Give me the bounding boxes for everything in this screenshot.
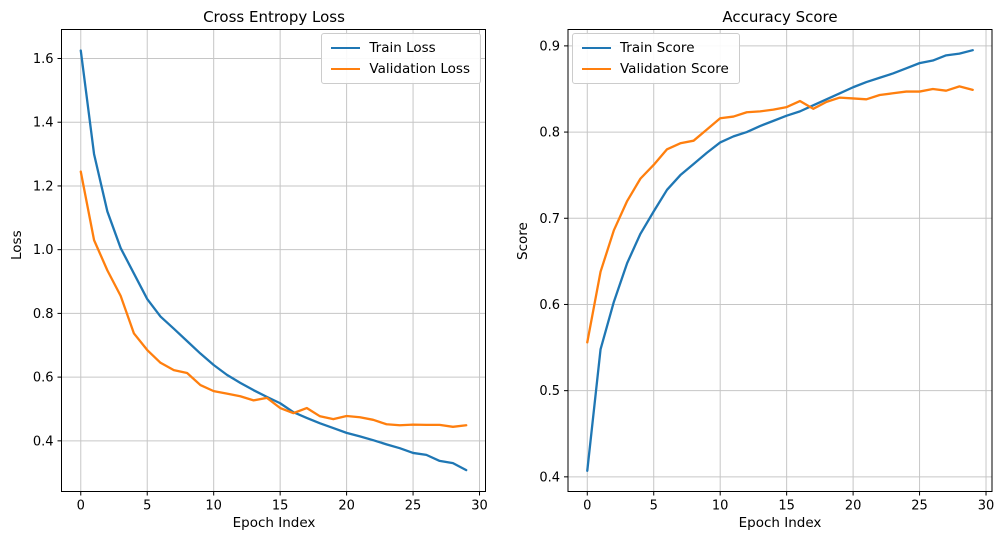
x-tick-label: 15 (272, 499, 289, 514)
x-tick-label: 25 (911, 499, 928, 514)
x-tick-label: 0 (77, 499, 85, 514)
loss-plot-title: Cross Entropy Loss (203, 8, 345, 26)
y-tick-label: 0.8 (539, 126, 560, 141)
legend-item-validation-score: Validation Score (582, 61, 729, 77)
train-score-line-swatch (582, 47, 611, 49)
train-score-line (586, 49, 974, 472)
x-tick-label: 0 (583, 499, 591, 514)
x-tick-label: 30 (978, 499, 995, 514)
legend-label: Train Score (620, 40, 695, 56)
train-loss-line-swatch (331, 47, 361, 49)
y-tick-label: 0.4 (33, 434, 54, 449)
train-loss-line (79, 49, 468, 472)
legend-label: Validation Loss (369, 61, 470, 77)
x-tick-label: 10 (712, 499, 729, 514)
y-tick-label: 1.4 (33, 116, 54, 131)
axes-spines (567, 29, 993, 492)
y-tick-label: 0.6 (539, 298, 560, 313)
x-tick-label: 5 (650, 499, 658, 514)
x-tick-label: 5 (143, 499, 151, 514)
y-tick-label: 1.2 (33, 179, 54, 194)
y-tick-label: 0.4 (539, 470, 560, 485)
y-tick-label: 0.9 (539, 39, 560, 54)
validation-loss-line-swatch (331, 68, 361, 70)
y-tick-label: 0.7 (539, 212, 560, 227)
y-tick-label: 0.6 (33, 371, 54, 386)
accuracy-plot-title: Accuracy Score (722, 8, 838, 26)
axes-spines (61, 29, 486, 492)
y-tick-label: 1.0 (33, 243, 54, 258)
x-tick-label: 20 (338, 499, 355, 514)
validation-loss-line (79, 170, 468, 428)
accuracy-x-axis-label: Epoch Index (738, 515, 822, 531)
x-tick-label: 25 (405, 499, 422, 514)
legend-label: Train Loss (369, 40, 436, 56)
y-tick-label: 0.8 (33, 307, 54, 322)
accuracy-plot-canvas: 0 5 10 15 20 25 30 0.4 0.5 0.6 0.7 0.8 0.9 (539, 29, 995, 514)
accuracy-subplot: 0 5 10 15 20 25 30 0.4 0.5 0.6 0.7 0.8 0.9 Accuracy … (502, 0, 1004, 545)
x-tick-label: 15 (778, 499, 795, 514)
loss-legend: Train Loss Validation Loss (321, 33, 481, 84)
loss-x-axis-label: Epoch Index (232, 515, 316, 531)
y-tick-label: 0.5 (539, 384, 560, 399)
legend-item-validation-loss: Validation Loss (331, 61, 470, 77)
x-tick-label: 20 (845, 499, 862, 514)
validation-score-line (586, 85, 974, 344)
loss-subplot: 0 5 10 15 20 25 30 0.4 0.6 0.8 1.0 1.2 1.4 1.6 Cross … (9, 8, 488, 531)
y-tick-label: 1.6 (33, 52, 54, 67)
validation-score-line-swatch (582, 68, 611, 70)
accuracy-legend: Train Score Validation Score (572, 33, 740, 84)
x-tick-label: 30 (471, 499, 488, 514)
legend-item-train-score: Train Score (582, 40, 729, 56)
x-tick-label: 10 (205, 499, 222, 514)
legend-item-train-loss: Train Loss (331, 40, 470, 56)
legend-label: Validation Score (620, 61, 729, 77)
